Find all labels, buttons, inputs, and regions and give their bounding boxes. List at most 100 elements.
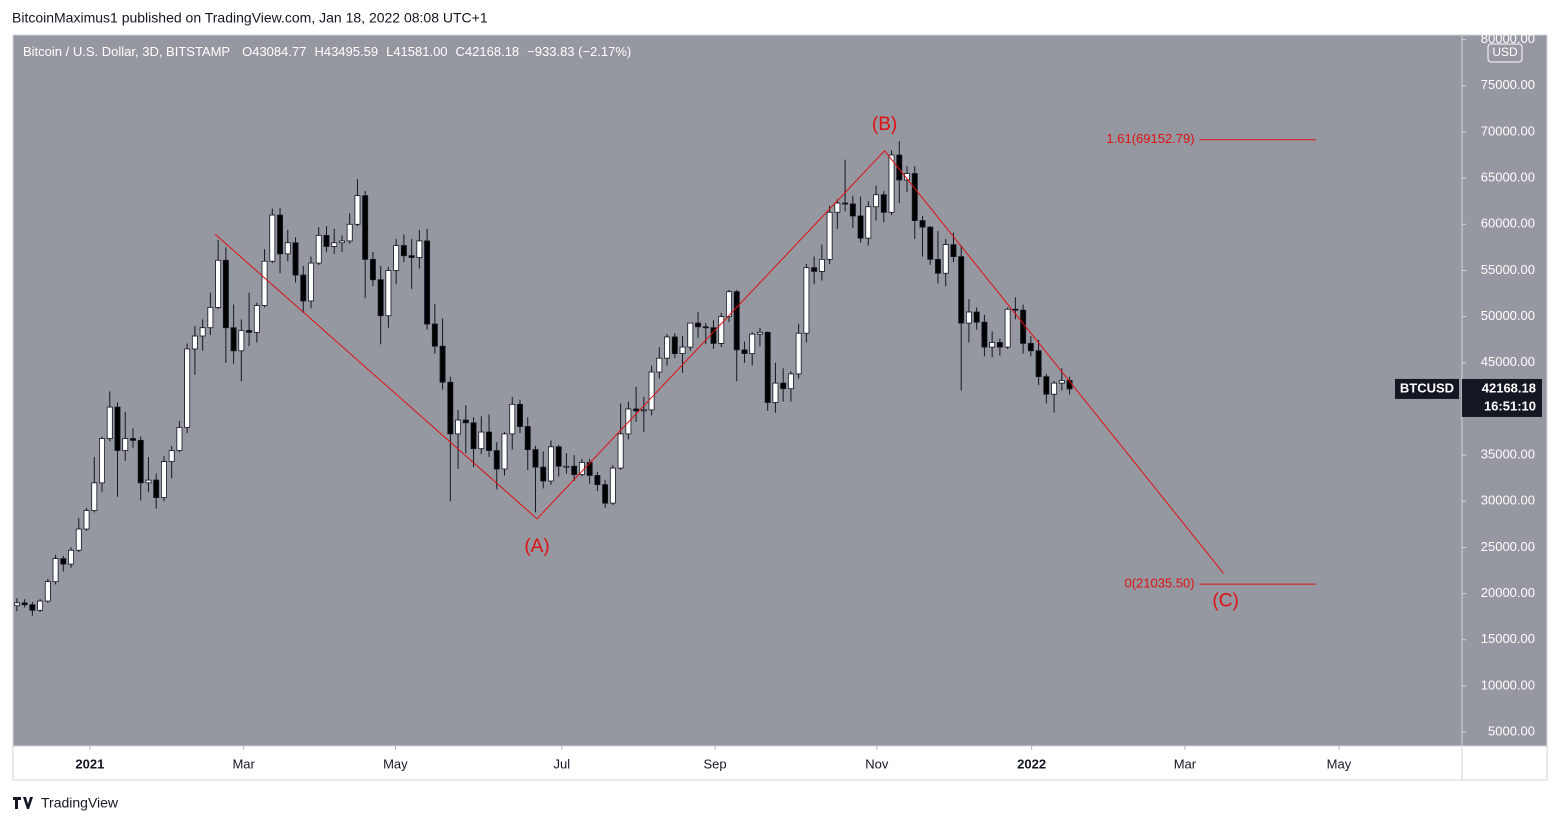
candle-body	[555, 446, 562, 467]
candle-body	[1058, 380, 1065, 384]
candle-body	[462, 419, 469, 424]
x-tick-label: Mar	[232, 756, 255, 771]
wave-label: (B)	[872, 114, 897, 135]
candle-body	[199, 327, 206, 337]
candle-body	[888, 154, 895, 213]
candle-body	[509, 403, 516, 435]
x-tick-label: Nov	[865, 756, 889, 771]
candle-body	[207, 306, 214, 329]
candle-body	[68, 549, 75, 565]
candle-body	[548, 446, 554, 482]
candle-body	[362, 195, 369, 260]
candle-body	[942, 244, 949, 274]
y-tick-label: 30000.00	[1481, 493, 1535, 508]
candle-body	[617, 433, 624, 469]
candle-body	[950, 244, 957, 258]
candle-body	[1035, 350, 1042, 378]
y-tick-label: 70000.00	[1481, 123, 1535, 138]
candle-body	[935, 258, 941, 274]
candle-body	[733, 291, 740, 351]
candle-body	[780, 382, 787, 390]
publish-info: BitcoinMaximus1 published on TradingView…	[12, 10, 488, 26]
candle-body	[1020, 309, 1027, 344]
symbol-title: Bitcoin / U.S. Dollar, 3D, BITSTAMP	[23, 44, 230, 59]
candle-body	[571, 465, 578, 475]
candle-body	[919, 220, 926, 228]
y-tick-label: 50000.00	[1481, 308, 1535, 323]
candle-body	[842, 202, 849, 205]
candle-body	[44, 581, 51, 602]
candle-body	[989, 342, 996, 348]
candle-body	[896, 154, 903, 181]
candle-body	[222, 259, 229, 329]
candle-body	[679, 346, 686, 354]
candle-body	[277, 214, 283, 255]
fib-label: 0(21035.50)	[1124, 576, 1194, 591]
x-tick-label: 2021	[75, 756, 104, 771]
footer-brand: TradingView	[41, 795, 119, 811]
ohlc-key: O	[242, 44, 252, 59]
ohlc-key: L	[386, 44, 393, 59]
candle-body	[354, 195, 361, 225]
candle-body	[153, 479, 160, 499]
candle-body	[323, 234, 330, 247]
candle-body	[230, 327, 237, 352]
candle-body	[29, 604, 36, 611]
candle-body	[408, 255, 415, 258]
countdown: 16:51:10	[1484, 398, 1536, 413]
candle-body	[416, 240, 423, 258]
candle-body	[145, 479, 152, 484]
candle-body	[486, 431, 492, 451]
ohlc-value: 43495.59	[324, 44, 378, 59]
candle-body	[83, 510, 90, 530]
candle-body	[594, 475, 601, 486]
candle-body	[137, 439, 144, 484]
candle-body	[400, 245, 407, 257]
candle-body	[1027, 343, 1034, 352]
candle-body	[973, 311, 980, 323]
frame	[12, 34, 1548, 781]
candle-body	[501, 433, 508, 470]
y-tick-label: 5000.00	[1488, 724, 1535, 739]
candle-body	[424, 240, 431, 325]
y-tick-label: 10000.00	[1481, 677, 1535, 692]
candle-body	[1012, 308, 1019, 311]
candle-body	[710, 327, 717, 344]
candle-body	[439, 345, 446, 383]
ohlc-value: 42168.18	[465, 44, 519, 59]
candle-body	[184, 348, 191, 428]
candle-body	[191, 335, 198, 350]
candle-body	[532, 449, 539, 468]
candle-body	[671, 336, 678, 354]
plot-area	[13, 35, 1462, 746]
candle-body	[168, 450, 175, 462]
x-tick-label: May	[1327, 756, 1352, 771]
candle-body	[540, 466, 547, 482]
candle-body	[563, 465, 570, 468]
candle-body	[633, 408, 640, 412]
candle-body	[261, 260, 268, 306]
candle-body	[517, 403, 523, 427]
candle-body	[346, 223, 353, 242]
candle-body	[873, 194, 880, 208]
candle-body	[787, 373, 794, 390]
ohlc-key: C	[456, 44, 465, 59]
candle-body	[253, 305, 260, 333]
candle-body	[749, 333, 756, 354]
candle-body	[331, 242, 338, 247]
candle-body	[958, 256, 965, 324]
candle-body	[524, 426, 531, 450]
candle-body	[52, 558, 59, 583]
candle-body	[764, 331, 771, 403]
candle-body	[981, 321, 988, 348]
y-tick-label: 80000.00	[1481, 31, 1535, 46]
candle-body	[664, 336, 671, 359]
candle-body	[385, 270, 392, 317]
candle-body	[215, 259, 222, 308]
candle-body	[772, 382, 779, 403]
y-tick-label: 55000.00	[1481, 262, 1535, 277]
y-tick-label: 15000.00	[1481, 631, 1535, 646]
y-tick-label: 60000.00	[1481, 216, 1535, 231]
